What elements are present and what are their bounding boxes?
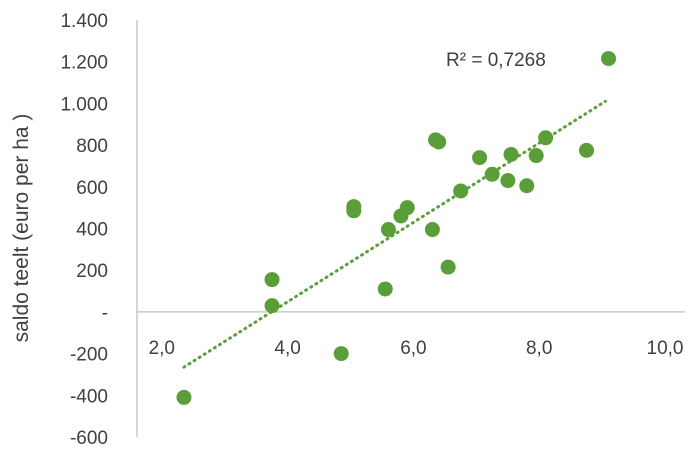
y-tick-label: -400 bbox=[70, 386, 108, 407]
data-point bbox=[333, 346, 349, 362]
y-tick-label: 800 bbox=[76, 136, 108, 157]
x-tick-label: 4,0 bbox=[274, 338, 300, 359]
data-point bbox=[601, 51, 617, 67]
data-point bbox=[538, 130, 554, 146]
y-tick-label: -600 bbox=[70, 428, 108, 449]
y-tick-label: 200 bbox=[76, 261, 108, 282]
data-point bbox=[500, 173, 516, 189]
y-tick-label: 400 bbox=[76, 220, 108, 241]
y-tick-label: - bbox=[102, 303, 108, 324]
data-point bbox=[346, 203, 362, 219]
data-point bbox=[528, 148, 544, 164]
data-point bbox=[264, 272, 280, 288]
data-point bbox=[264, 298, 280, 314]
x-tick-label: 6,0 bbox=[400, 338, 426, 359]
x-tick-label: 2,0 bbox=[149, 338, 175, 359]
linear-trendline bbox=[182, 99, 607, 369]
data-point bbox=[503, 146, 519, 162]
data-point bbox=[176, 389, 192, 405]
y-axis-title: saldo teelt (euro per ha ) bbox=[10, 114, 33, 343]
x-tick-label: 8,0 bbox=[526, 338, 552, 359]
y-tick-label: 1.000 bbox=[60, 94, 108, 115]
data-point bbox=[453, 183, 469, 199]
trendline bbox=[182, 99, 607, 369]
data-point bbox=[484, 166, 500, 182]
y-tick-label: -200 bbox=[70, 345, 108, 366]
data-point bbox=[399, 200, 415, 216]
x-tick-label: 10,0 bbox=[647, 338, 684, 359]
data-point bbox=[579, 142, 595, 158]
x-axis: 2,0 4,0 6,0 8,0 10,0 bbox=[137, 311, 685, 359]
r-squared-label: R² = 0,7268 bbox=[446, 50, 546, 71]
data-points bbox=[176, 51, 617, 405]
data-point bbox=[431, 134, 447, 150]
data-point bbox=[424, 222, 440, 238]
data-point bbox=[472, 150, 488, 166]
y-tick-label: 1.400 bbox=[60, 11, 108, 32]
y-tick-label: 1.200 bbox=[60, 53, 108, 74]
y-tick-label: 600 bbox=[76, 178, 108, 199]
data-point bbox=[519, 178, 535, 194]
data-point bbox=[440, 259, 456, 275]
data-point bbox=[377, 281, 393, 297]
y-axis: 1.400 1.200 1.000 800 600 400 200 - -200 -400 -600 bbox=[60, 11, 138, 449]
data-point bbox=[380, 222, 396, 238]
